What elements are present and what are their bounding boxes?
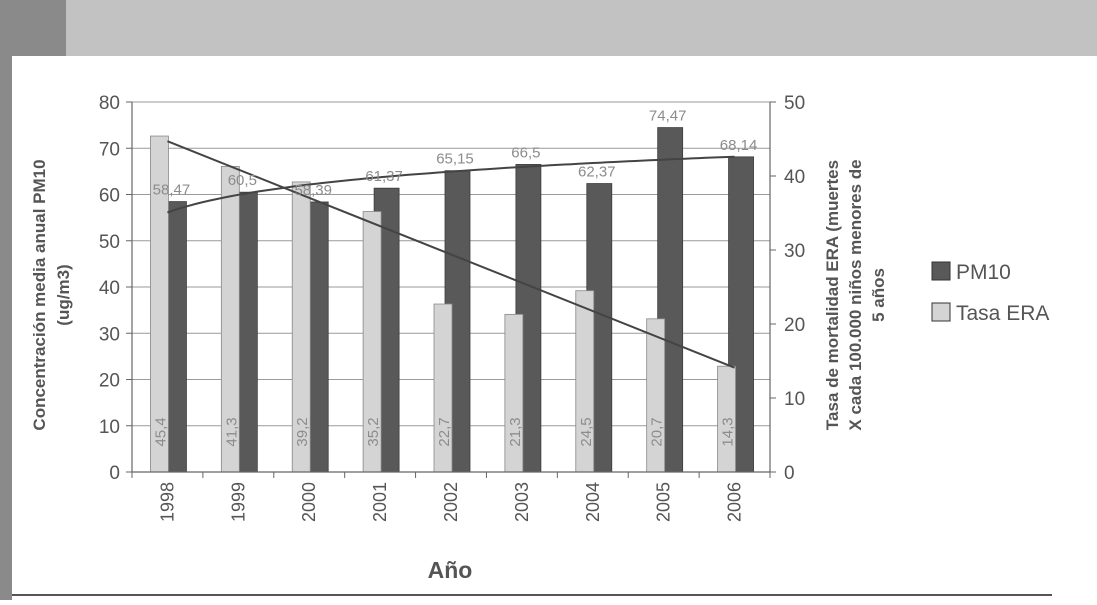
right-tick-label: 0 [784,463,795,484]
data-label-tasa-era: 21,3 [507,417,524,446]
x-tick-label: 2000 [299,482,319,522]
legend: PM10 Tasa ERA [931,261,1049,325]
x-tick-label: 1998 [157,482,177,522]
right-axis-title-line1: Tasa de mortalidad ERA (muertes [823,160,842,430]
right-axis-title-line3: 5 años [869,268,888,322]
right-tick-label: 30 [784,241,805,262]
x-tick-label: 2005 [654,482,674,522]
left-tick-label: 60 [99,186,120,207]
left-tick-label: 0 [109,463,120,484]
right-axis-title-line2: X cada 100.000 niños menores de [846,159,865,430]
bottom-frame-rule [12,594,1052,596]
data-label-tasa-era: 22,7 [436,417,453,446]
left-tick-label: 10 [99,417,120,438]
x-tick-label: 2003 [512,482,532,522]
left-tick-label: 50 [99,232,120,253]
data-label-pm10: 61,37 [365,168,403,185]
left-tick-label: 30 [99,324,120,345]
plot-area: 0 10 20 30 40 50 60 70 80 0 10 20 30 40 50 1998 1999 2000… [99,93,805,522]
data-label-pm10: 74,47 [649,108,687,125]
x-tick-label: 2004 [583,482,603,522]
trendline-pm10 [167,155,735,214]
data-label-tasa-era: 24,5 [578,417,595,446]
left-tick-label: 20 [99,371,120,392]
x-axis-title: Año [428,557,473,583]
left-tick-label: 80 [99,93,120,114]
right-tick-label: 20 [784,315,805,336]
data-label-pm10: 60,5 [228,172,257,189]
data-label-pm10: 65,15 [436,151,474,168]
legend-swatch-tasa [931,302,951,322]
data-label-tasa-era: 39,2 [294,417,311,446]
trendline-tasa-era [167,140,735,369]
x-tick-label: 2001 [370,482,390,522]
data-label-pm10: 58,47 [153,182,191,199]
x-tick-label: 2002 [441,482,461,522]
left-axis-title-line1: Concentración media anual PM10 [30,159,49,430]
bar-tasa-era [646,318,666,473]
bar-tasa-era [504,313,524,473]
left-tick-label: 40 [99,278,120,299]
legend-label-pm10: PM10 [956,261,1011,284]
legend-swatch-pm10 [931,261,951,281]
right-tick-label: 50 [784,93,805,114]
x-tick-label: 2006 [725,482,745,522]
data-label-pm10: 62,37 [578,164,616,181]
legend-label-tasa: Tasa ERA [956,302,1049,325]
data-label-tasa-era: 35,2 [365,417,382,446]
data-label-pm10: 58,39 [294,182,332,199]
data-label-pm10: 68,14 [720,137,758,154]
x-tick-label: 1999 [228,482,248,522]
data-label-tasa-era: 41,3 [223,417,240,446]
data-label-tasa-era: 14,3 [720,417,737,446]
data-label-pm10: 66,5 [511,144,540,161]
header-left-block [0,0,66,56]
left-frame-strip [0,56,12,600]
data-label-tasa-era: 45,4 [152,417,169,446]
left-axis-title-line2: (ug/m3) [54,264,73,325]
header-band [0,0,1097,56]
left-tick-label: 70 [99,139,120,160]
right-tick-label: 40 [784,167,805,188]
data-label-tasa-era: 20,7 [649,417,666,446]
right-tick-label: 10 [784,389,805,410]
